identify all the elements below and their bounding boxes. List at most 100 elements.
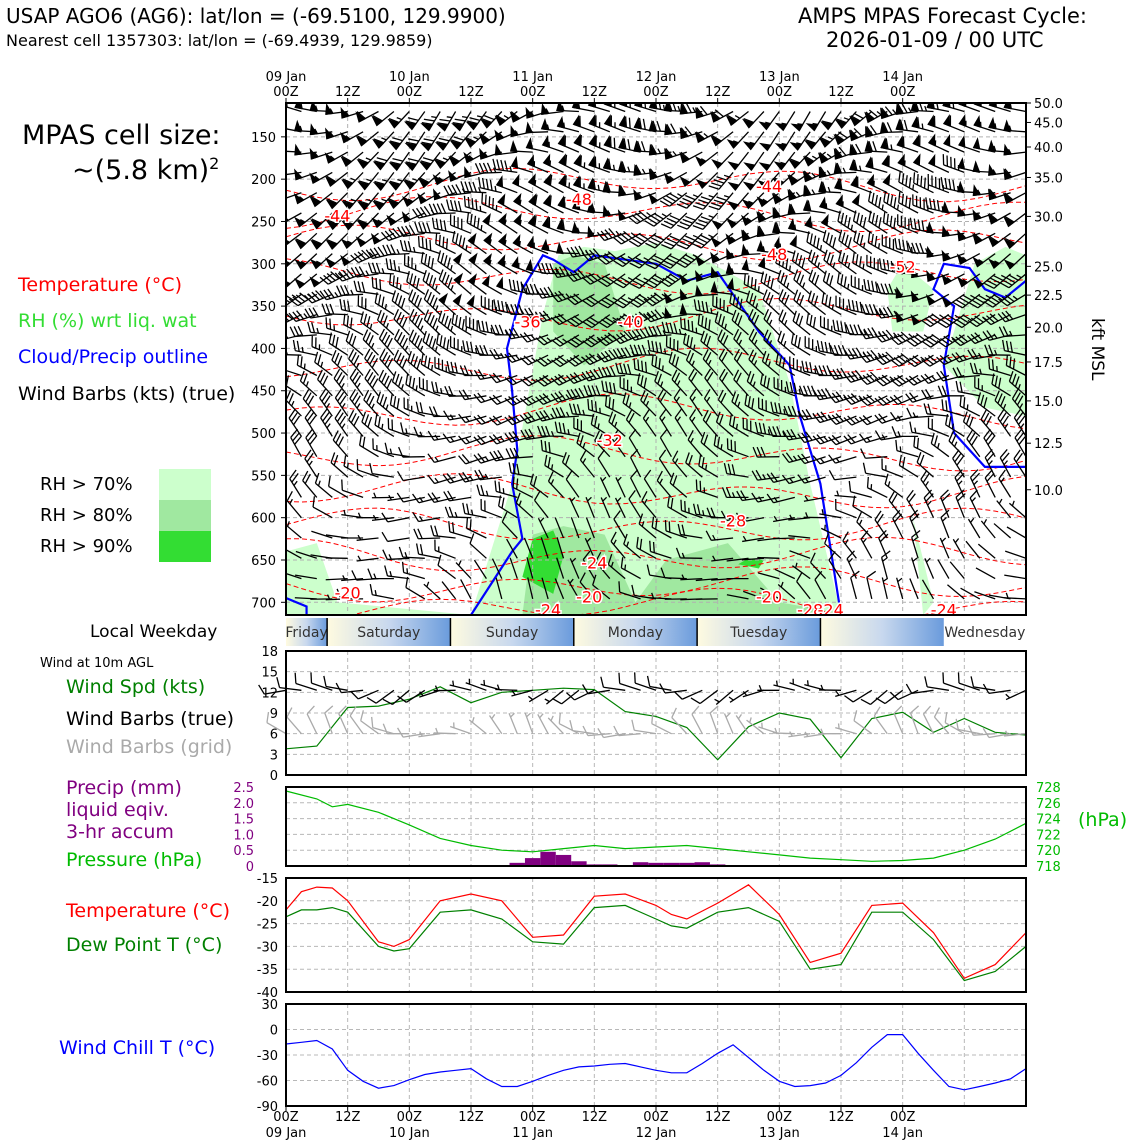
barb-full	[820, 341, 824, 352]
barb-pennant	[541, 238, 549, 252]
barb-full	[476, 484, 481, 496]
barb-half	[504, 219, 507, 226]
wind-barb	[466, 211, 487, 234]
barb-full	[357, 251, 367, 260]
barb-full	[549, 195, 552, 207]
barb-full	[790, 203, 796, 215]
barb-half	[988, 460, 993, 466]
wind-barb	[466, 294, 487, 316]
barb-full	[411, 257, 413, 269]
barb-full	[667, 103, 673, 111]
barb-full	[829, 234, 833, 246]
barb-full	[498, 481, 501, 493]
wind-barb	[537, 262, 564, 275]
barb-full	[634, 212, 645, 221]
barb-full	[838, 146, 847, 156]
barb-full	[389, 140, 401, 145]
barb-pennant	[512, 234, 521, 247]
barb-pennant	[340, 131, 351, 144]
wind-barb	[396, 492, 425, 503]
barb-pennant	[542, 193, 551, 207]
barb-full	[361, 281, 366, 293]
barb-full	[822, 230, 827, 241]
barb-pennant	[926, 221, 934, 234]
barb-pennant	[357, 201, 370, 211]
barb-pennant	[910, 103, 919, 112]
barb-pennant	[633, 139, 641, 152]
barb-pennant	[603, 113, 612, 127]
barb-full	[999, 449, 1008, 459]
wind-barb	[972, 253, 996, 268]
barb-full	[805, 139, 817, 144]
wind-barb	[324, 171, 349, 187]
barb-full	[711, 202, 722, 208]
barb-full	[357, 135, 368, 142]
barb-full	[804, 155, 815, 162]
barb-half	[723, 194, 730, 198]
barb-staff	[286, 146, 287, 153]
barb-full	[492, 158, 497, 170]
wind-barb	[286, 567, 287, 580]
wind-barb	[758, 111, 780, 131]
barb-full	[692, 225, 704, 230]
wind-barb	[435, 233, 456, 255]
barb-staff	[757, 556, 780, 559]
barb-full	[353, 280, 358, 292]
wind-barb	[645, 253, 672, 270]
wind-barb	[912, 134, 934, 153]
barb-pennant	[587, 177, 596, 190]
wind-barb	[398, 446, 425, 458]
wind-barb	[618, 115, 641, 133]
barb-full	[631, 214, 641, 223]
barb-full	[871, 192, 875, 204]
wind-barb	[325, 212, 349, 231]
barb-half	[381, 198, 387, 202]
barb-pennant	[294, 278, 306, 289]
barb-full	[917, 117, 920, 128]
wind-barb	[509, 139, 533, 153]
barb-full	[469, 117, 481, 122]
barb-half	[484, 456, 489, 462]
barb-half	[276, 421, 281, 426]
barb-pennant	[911, 115, 919, 129]
barb-pennant	[511, 173, 520, 187]
wind-barb	[348, 409, 364, 437]
barb-full	[873, 257, 876, 269]
barb-full	[665, 148, 674, 158]
wind-barb	[661, 232, 688, 250]
barb-half	[819, 245, 823, 251]
barb-full	[837, 250, 842, 262]
barb-full	[508, 462, 512, 474]
barb-half	[583, 162, 586, 168]
wind-barb	[833, 146, 857, 160]
barb-half	[780, 161, 786, 165]
barb-full	[434, 525, 439, 537]
wind-barb	[397, 225, 425, 238]
wind-barb	[694, 253, 719, 267]
barb-pennant	[525, 137, 534, 150]
barb-staff	[387, 537, 410, 543]
barb-full	[423, 118, 435, 122]
barb-full	[403, 240, 408, 252]
barb-half	[366, 178, 372, 182]
barb-half	[314, 128, 318, 134]
barb-half	[583, 183, 585, 189]
barb-half	[329, 108, 334, 114]
barb-pennant	[525, 121, 534, 134]
barb-full	[326, 198, 338, 204]
barb-full	[1004, 215, 1015, 223]
wind-barb	[969, 469, 981, 498]
barb-full	[685, 103, 692, 113]
wind-barb	[851, 193, 873, 214]
barb-pennant	[880, 137, 888, 150]
barb-full	[608, 227, 617, 237]
barb-half	[568, 182, 571, 188]
barb-half	[473, 136, 479, 140]
wind-barb	[481, 192, 503, 214]
barb-pennant	[463, 151, 474, 164]
wind-barb	[495, 276, 518, 295]
barb-half	[431, 115, 437, 119]
barb-half	[478, 187, 482, 193]
barb-pennant	[309, 103, 318, 112]
barb-full	[354, 266, 362, 277]
